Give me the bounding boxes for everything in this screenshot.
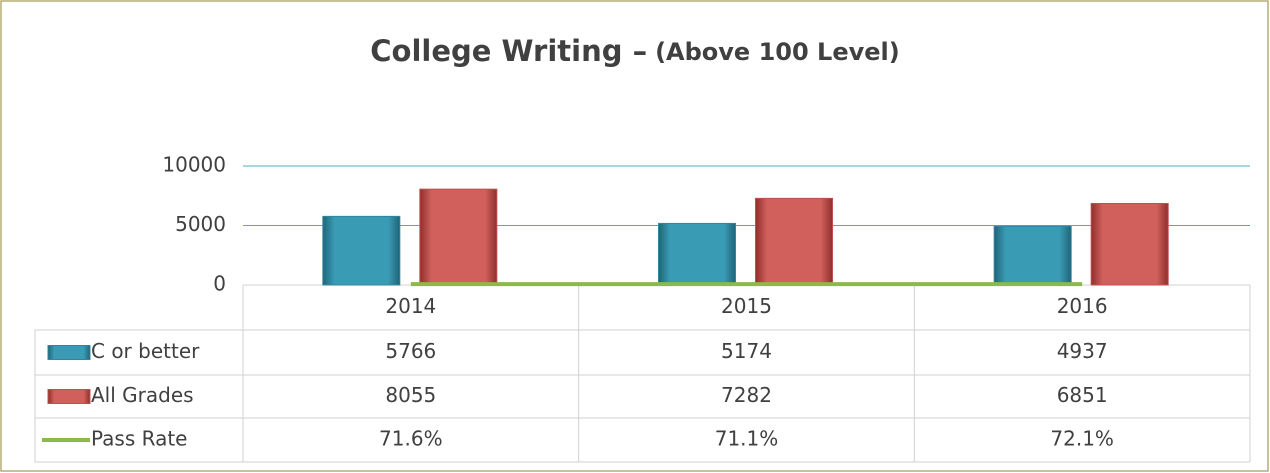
title-main: College Writing – xyxy=(370,34,647,68)
legend-key xyxy=(47,389,91,404)
table-value: 5174 xyxy=(721,339,772,363)
legend-label: All Grades xyxy=(91,383,194,407)
bar xyxy=(993,225,1072,286)
chart-title: College Writing – (Above 100 Level) xyxy=(370,34,899,68)
table-value: 6851 xyxy=(1057,383,1108,407)
bar xyxy=(322,215,401,286)
x-tick-label: 2016 xyxy=(1057,294,1108,318)
table-value: 5766 xyxy=(385,339,436,363)
table-value: 72.1% xyxy=(1050,427,1114,451)
legend-label: Pass Rate xyxy=(91,427,187,451)
y-tick-label: 0 xyxy=(213,272,226,296)
bar xyxy=(658,222,736,286)
title-sub: (Above 100 Level) xyxy=(655,38,900,66)
table-value: 8055 xyxy=(385,383,436,407)
x-tick-label: 2014 xyxy=(385,294,436,318)
y-tick-label: 10000 xyxy=(162,153,226,177)
table-value: 7282 xyxy=(721,383,772,407)
bar xyxy=(1090,202,1169,286)
table-value: 71.6% xyxy=(379,427,443,451)
y-tick-label: 5000 xyxy=(175,212,226,236)
table-value: 71.1% xyxy=(715,427,779,451)
x-tick-label: 2015 xyxy=(721,294,772,318)
legend-key xyxy=(47,345,91,360)
bar xyxy=(419,188,498,286)
table-value: 4937 xyxy=(1057,339,1108,363)
legend-label: C or better xyxy=(91,339,200,363)
bar xyxy=(755,197,833,286)
